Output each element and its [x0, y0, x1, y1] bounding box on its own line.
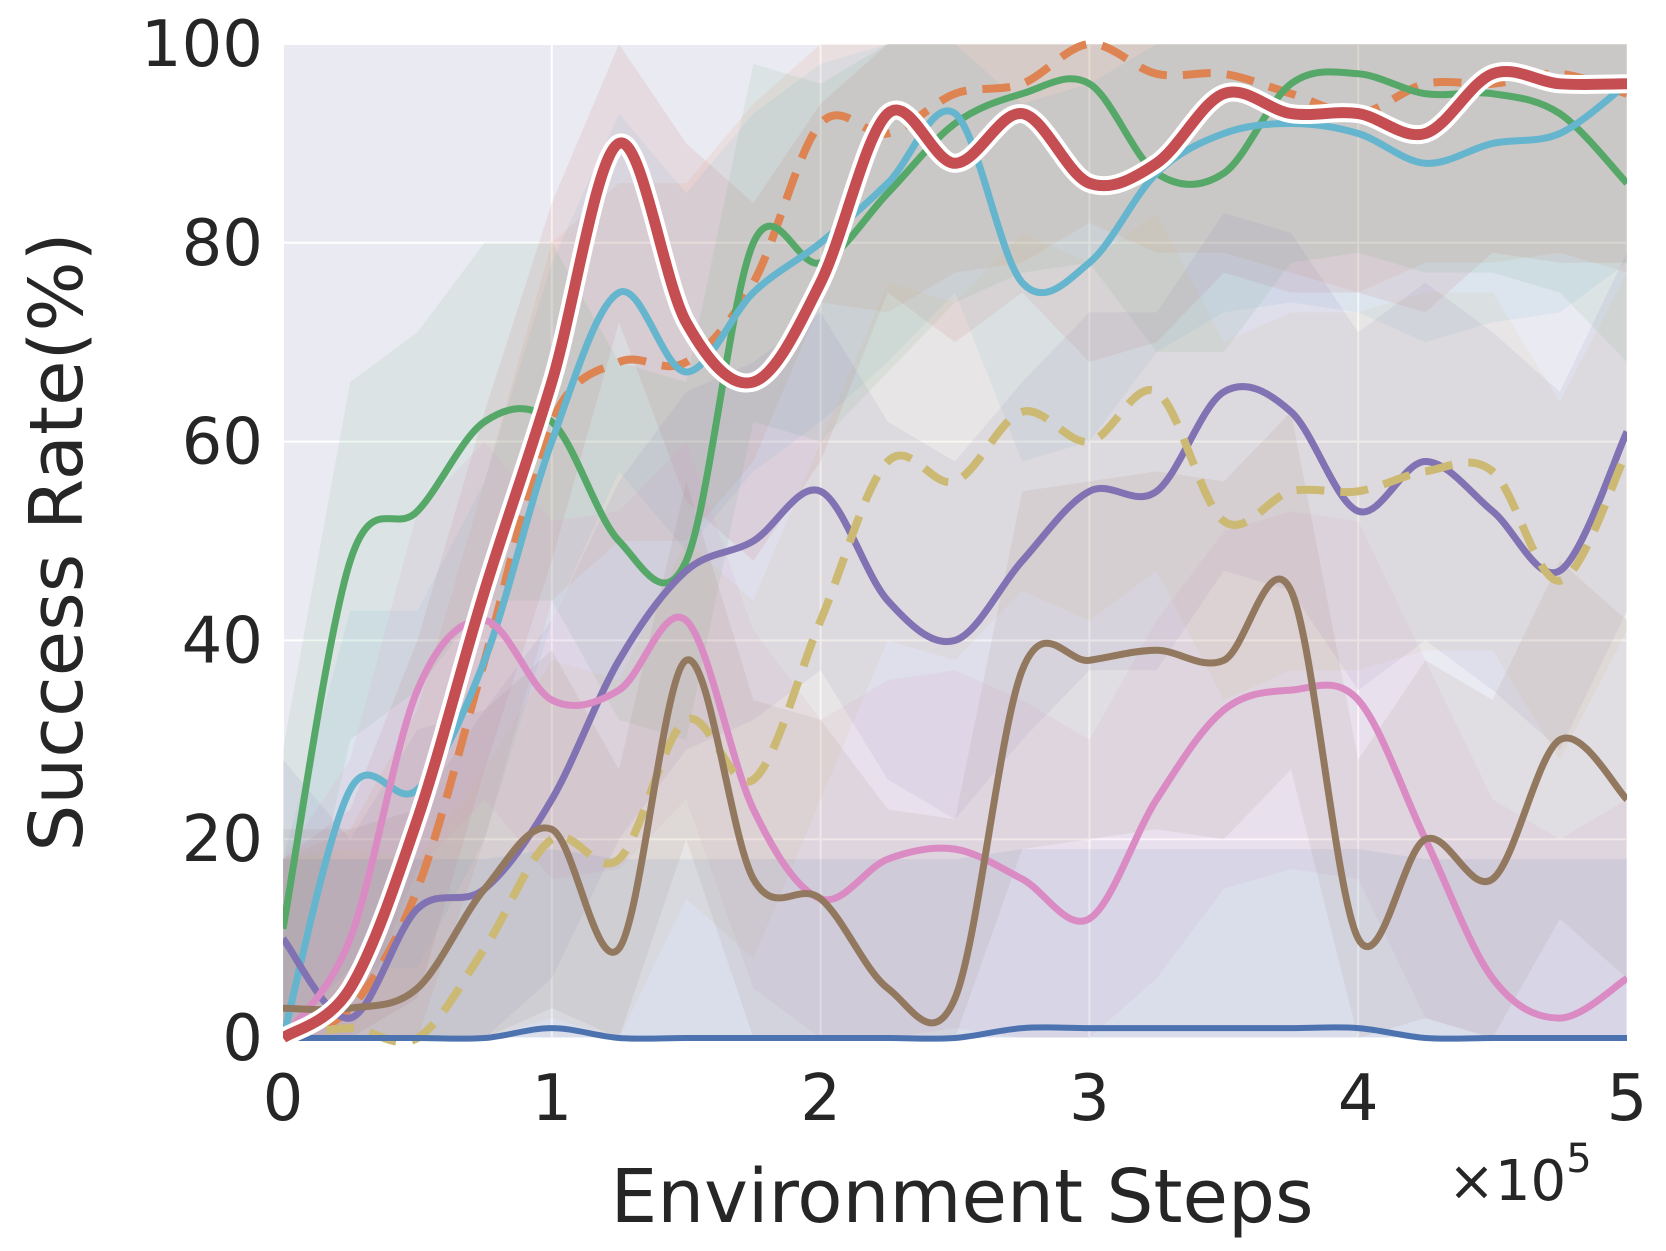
y-axis-label: Success Rate(%): [14, 232, 100, 851]
series-line: [283, 386, 1627, 1046]
x-tick-label: 3: [1069, 1062, 1110, 1136]
series-lines: [283, 40, 1627, 1046]
variance-band: [283, 213, 1627, 1038]
x-multiplier-exponent: 5: [1566, 1136, 1591, 1182]
series-line: [283, 1024, 1627, 1042]
x-tick-label: 1: [531, 1062, 572, 1136]
y-tick-label: 100: [141, 8, 263, 82]
y-tick-label: 80: [182, 207, 263, 281]
series-line: [283, 575, 1627, 1027]
series-line: [283, 68, 1627, 930]
y-tick-label: 20: [182, 803, 263, 877]
x-axis-multiplier: ×105: [1448, 1136, 1592, 1214]
x-tick-label: 0: [263, 1062, 304, 1136]
x-axis-label: Environment Steps: [610, 1154, 1313, 1240]
y-tick-label: 60: [182, 406, 263, 480]
variance-bands: [283, 44, 1627, 1039]
x-tick-label: 5: [1607, 1062, 1648, 1136]
series-line: [283, 383, 1627, 1022]
x-tick-label: 4: [1338, 1062, 1379, 1136]
y-tick-label: 40: [182, 604, 263, 678]
x-multiplier-base: ×10: [1448, 1149, 1566, 1214]
y-tick-label: 0: [222, 1002, 263, 1076]
variance-band: [283, 411, 1627, 1038]
variance-band: [283, 849, 1627, 1038]
series-line: [283, 66, 1627, 1043]
series-line: [283, 80, 1627, 1039]
x-tick-label: 2: [800, 1062, 841, 1136]
variance-band: [283, 213, 1627, 1038]
tick-labels: 0 20 40 60 80 100 0 1 2 3 4 5: [141, 8, 1648, 1136]
